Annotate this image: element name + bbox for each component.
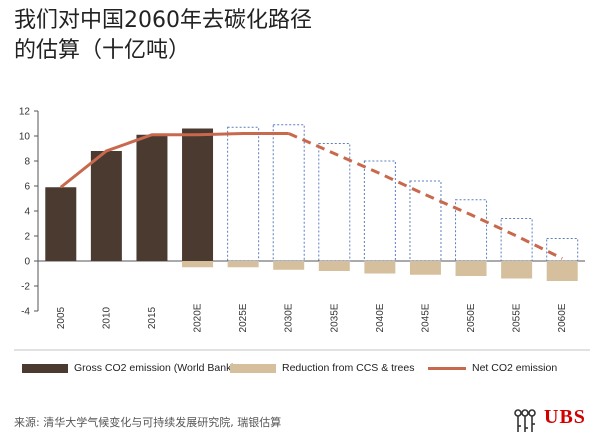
gross-bar bbox=[90, 151, 122, 261]
x-tick-label: 2035E bbox=[329, 303, 340, 332]
reduction-bar bbox=[182, 261, 214, 268]
reduction-bar bbox=[273, 261, 305, 270]
reduction-bar bbox=[409, 261, 441, 275]
source-note: 来源: 清华大学气候变化与可持续发展研究院, 瑞银估算 bbox=[14, 416, 282, 429]
x-tick-label: 2060E bbox=[557, 303, 568, 332]
gross-bar bbox=[227, 126, 260, 262]
y-tick-label: -4 bbox=[21, 307, 30, 318]
gross-bar bbox=[318, 143, 351, 262]
y-tick-label: 0 bbox=[24, 257, 30, 268]
gross-bar bbox=[455, 199, 488, 262]
legend-item-net: Net CO2 emission bbox=[428, 362, 557, 374]
chart-title: 我们对中国2060年去碳化路径 的估算（十亿吨） bbox=[14, 6, 312, 66]
chart-plot: 12 10 8 6 4 2 0 -2 -4 2005 2010 2015 2020E 2025E 2030E… bbox=[14, 107, 590, 351]
axes bbox=[14, 110, 590, 351]
x-tick-label: 2040E bbox=[375, 303, 386, 332]
legend-swatch-net bbox=[428, 366, 466, 370]
legend-label-reduction: Reduction from CCS & trees bbox=[282, 362, 415, 374]
reduction-bar bbox=[546, 261, 578, 281]
tick-labels: 12 10 8 6 4 2 0 -2 -4 2005 2010 2015 2020E 2025E 2030E… bbox=[19, 107, 568, 333]
ubs-logo-text: UBS bbox=[544, 406, 586, 428]
keys-icon bbox=[514, 409, 536, 432]
legend-item-gross: Gross CO2 emission (World Bank) bbox=[22, 362, 235, 374]
legend-swatch-gross bbox=[22, 363, 68, 373]
gross-bar bbox=[182, 128, 214, 261]
x-tick-label: 2030E bbox=[284, 303, 295, 332]
legend: Gross CO2 emission (World Bank) Reductio… bbox=[22, 362, 592, 378]
reduction-bar bbox=[227, 261, 259, 268]
y-tick-label: 2 bbox=[24, 232, 30, 243]
x-tick-label: 2010 bbox=[101, 306, 112, 329]
net-line-dashed bbox=[288, 132, 563, 260]
gross-bar bbox=[409, 180, 442, 262]
legend-label-net: Net CO2 emission bbox=[472, 362, 558, 374]
reduction-bar bbox=[455, 261, 487, 276]
legend-swatch-reduction bbox=[230, 363, 276, 373]
reduction-bar bbox=[364, 261, 396, 274]
x-tick-label: 2050E bbox=[466, 303, 477, 332]
y-tick-label: 10 bbox=[19, 132, 31, 143]
y-tick-label: 8 bbox=[24, 157, 30, 168]
x-tick-label: 2015 bbox=[147, 306, 158, 329]
chart-title-line-2: 的估算（十亿吨） bbox=[14, 38, 191, 63]
x-tick-label: 2020E bbox=[193, 303, 204, 332]
gross-bar bbox=[272, 124, 305, 262]
reduction-bar bbox=[318, 261, 350, 271]
x-tick-label: 2005 bbox=[56, 306, 67, 329]
y-tick-label: 6 bbox=[24, 182, 30, 193]
y-tick-label: 4 bbox=[24, 207, 30, 218]
x-tick-label: 2025E bbox=[238, 303, 249, 332]
reduction-bar bbox=[501, 261, 533, 279]
net-line-solid bbox=[59, 132, 289, 189]
y-tick-label: -2 bbox=[21, 282, 30, 293]
chart-title-line-1: 我们对中国2060年去碳化路径 bbox=[14, 8, 312, 33]
gross-bar bbox=[45, 187, 77, 261]
x-tick-label: 2055E bbox=[512, 303, 523, 332]
x-tick-label: 2045E bbox=[420, 303, 431, 332]
gross-bar bbox=[136, 134, 168, 261]
ubs-logo: UBS bbox=[510, 400, 598, 436]
bars bbox=[45, 124, 579, 281]
gross-bar bbox=[363, 160, 396, 262]
legend-item-reduction: Reduction from CCS & trees bbox=[230, 362, 414, 374]
legend-label-gross: Gross CO2 emission (World Bank) bbox=[74, 362, 235, 374]
y-tick-label: 12 bbox=[19, 107, 31, 118]
net-line-group bbox=[59, 132, 563, 260]
